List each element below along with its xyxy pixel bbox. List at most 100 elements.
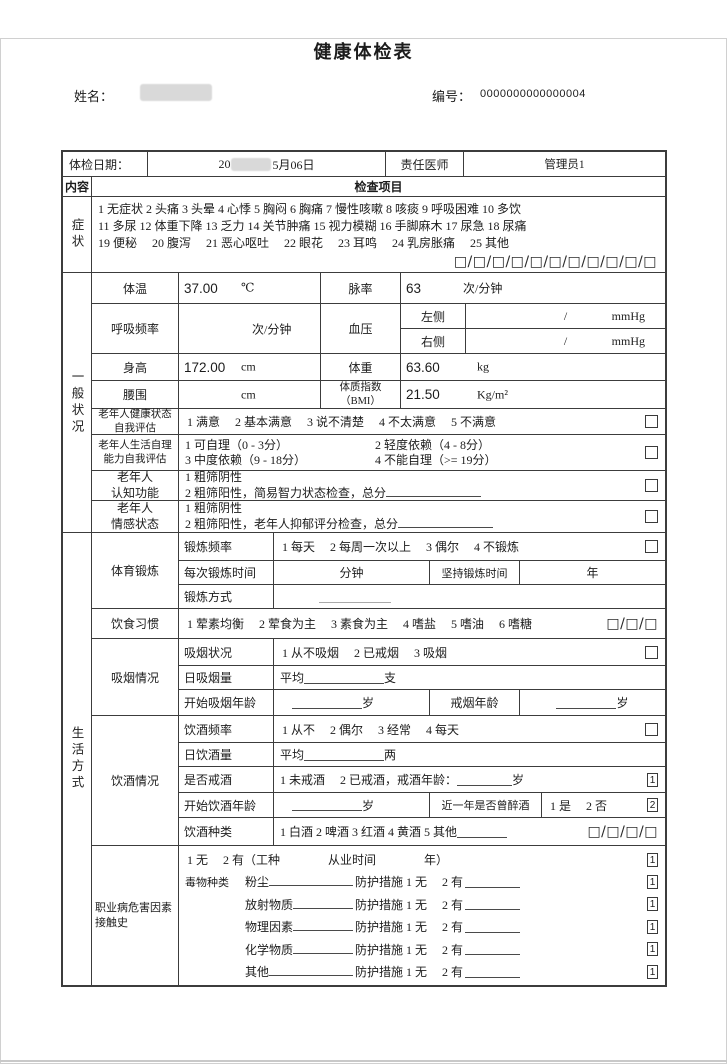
bp-right-row: 右侧 / mmHg (401, 328, 665, 353)
exam-date-value: 20 5月06日 (147, 152, 385, 176)
diet-cell: 1 荤素均衡 2 荤食为主 3 素食为主 4 嗜盐 5 嗜油 6 嗜糖 □/□/… (178, 609, 665, 638)
diet-row: 饮食习惯 1 荤素均衡 2 荤食为主 3 素食为主 4 嗜盐 5 嗜油 6 嗜糖… (92, 608, 665, 638)
lifestyle-section-label: 生活方式 (69, 726, 84, 792)
exercise-group: 体育锻炼 锻炼频率 1 每天 2 每周一次以上 3 偶尔 4 不锻炼 每次锻炼时… (92, 533, 665, 608)
pulse-label: 脉率 (320, 273, 400, 303)
page-bottom-edge (0, 1060, 727, 1062)
bp-right-unit: mmHg (611, 333, 645, 348)
pulse-value: 63 (406, 280, 422, 296)
drinking-type-row: 饮酒种类 1 白酒 2 啤酒 3 红酒 4 黄酒 5 其他 □/□/□/□ (179, 817, 665, 845)
smoking-quit-field (556, 697, 617, 709)
occupational-header-code-box: 1 (647, 852, 658, 867)
symptoms-section-label: 症状 (69, 218, 84, 251)
emotion-line1: 1 粗筛阴性 (185, 501, 243, 515)
protection-options: 防护措施 1 无 2 有 (355, 897, 464, 912)
smoking-start-field (292, 697, 362, 709)
drinking-type-options: 1 白酒 2 啤酒 3 红酒 4 黄酒 5 其他 (280, 825, 458, 839)
smoking-quit-label: 戒烟年龄 (429, 690, 519, 715)
exercise-frequency-row: 锻炼频率 1 每天 2 每周一次以上 3 偶尔 4 不锻炼 (179, 533, 665, 560)
cognition-cell: 1 粗筛阴性 2 粗筛阳性，简易智力状态检查，总分 (178, 470, 665, 500)
drinking-amount-label: 日饮酒量 (184, 748, 233, 762)
bp-left-unit: mmHg (611, 308, 645, 323)
selfcare-option-4: 4 不能自理（>= 19分） (375, 452, 497, 467)
toxin-field (269, 964, 353, 977)
exercise-frequency-checkbox (645, 540, 658, 553)
weight-label: 体重 (320, 354, 400, 380)
exercise-mode-row: 锻炼方式 (179, 584, 665, 608)
bmi-label: 体质指数 （BMI） (320, 381, 400, 408)
exercise-persist-unit: 年 (519, 561, 665, 584)
smoking-group-label: 吸烟情况 (110, 670, 159, 685)
temperature-pulse-row: 体温 37.00 ℃ 脉率 63 次/分钟 (92, 273, 665, 303)
drunk-last-year-label: 近一年是否曾醉酒 (429, 793, 541, 817)
smoking-quit-unit: 岁 (616, 696, 629, 710)
smoking-status-cell: 1 从不吸烟 2 已戒烟 3 吸烟 (273, 639, 665, 665)
respiration-cell: 次/分钟 (178, 304, 320, 353)
protection-field (465, 943, 521, 956)
bp-right-label: 右侧 (420, 334, 445, 349)
exam-date-suffix: 5月06日 (272, 157, 315, 172)
emotion-cell: 1 粗筛阴性 2 粗筛阳性，老年人抑郁评分检查，总分 (178, 501, 665, 532)
drinking-frequency-checkbox (645, 722, 658, 736)
record-number-label: 编号： (432, 89, 472, 104)
toxin-row-other: 其他 防护措施 1 无 2 有 1 (185, 961, 658, 984)
general-condition-section: 一般状况 体温 37.00 ℃ 脉率 63 次/分钟 呼吸频率 次/分钟 (63, 272, 665, 532)
smoking-status-options: 1 从不吸烟 2 已戒烟 3 吸烟 (282, 645, 448, 660)
exam-date-row: 体检日期： 20 5月06日 责任医师 管理员1 (63, 152, 665, 176)
drinking-quit-row: 是否戒酒 1 未戒酒 2 已戒酒，戒酒年龄： 岁 1 (179, 766, 665, 792)
exercise-duration-label: 每次锻炼时间 (184, 566, 257, 580)
occupational-group: 职业病危害因素 接触史 1 无 2 有（工种 从业时间 年） 1 毒物种类 粉尘… (92, 845, 665, 985)
smoking-start-label: 开始吸烟年龄 (184, 696, 257, 710)
occupational-group-label: 职业病危害因素 接触史 (95, 902, 172, 929)
bp-left-slash: / (563, 308, 568, 323)
exam-date-prefix: 20 (218, 156, 231, 171)
cognition-line1: 1 粗筛阴性 (185, 470, 243, 484)
drinking-quit-options: 1 未戒酒 2 已戒酒，戒酒年龄： (280, 773, 458, 787)
height-cell: 172.00 cm (178, 354, 320, 380)
drunk-last-year-options: 1 是 2 否 (550, 798, 608, 813)
blood-pressure-label: 血压 (320, 304, 400, 353)
exercise-mode-label: 锻炼方式 (184, 590, 233, 604)
smoking-amount-field (304, 672, 385, 684)
toxin-row-physical: 物理因素 防护措施 1 无 2 有 1 (185, 916, 658, 939)
toxin-name: 其他 (245, 965, 270, 980)
smoking-status-row: 吸烟状况 1 从不吸烟 2 已戒烟 3 吸烟 (179, 639, 665, 665)
bmi-unit: Kg/m² (477, 387, 508, 401)
drinking-quit-unit: 岁 (512, 773, 525, 787)
occupational-header-line: 1 无 2 有（工种 从业时间 年） 1 (185, 849, 658, 871)
drinking-amount-prefix: 平均 (280, 748, 305, 762)
toxin-code-box: 1 (647, 897, 658, 912)
smoking-status-checkbox (645, 645, 658, 659)
temperature-cell: 37.00 ℃ (178, 273, 320, 303)
symptoms-options-line1: 1 无症状 2 头痛 3 头晕 4 心悸 5 胸闷 6 胸痛 7 慢性咳嗽 8 … (98, 202, 522, 216)
lifestyle-section: 生活方式 体育锻炼 锻炼频率 1 每天 2 每周一次以上 3 偶尔 4 不锻炼 … (63, 532, 665, 985)
drinking-group-label: 饮酒情况 (110, 774, 159, 788)
cognition-checkbox (645, 479, 658, 492)
drinking-group: 饮酒情况 饮酒频率 1 从不 2 偶尔 3 经常 4 每天 日饮酒量 平均 (92, 715, 665, 845)
toxin-name: 放射物质 (245, 897, 294, 912)
responsible-doctor-value: 管理员1 (463, 152, 665, 176)
symptoms-section: 症状 1 无症状 2 头痛 3 头晕 4 心悸 5 胸闷 6 胸痛 7 慢性咳嗽… (63, 196, 665, 272)
toxin-field (293, 919, 353, 932)
toxin-row-chemical: 化学物质 防护措施 1 无 2 有 1 (185, 938, 658, 961)
record-number-value: 0000000000000004 (480, 88, 586, 100)
toxin-row-dust: 毒物种类 粉尘 防护措施 1 无 2 有 1 (185, 871, 658, 894)
emotion-row: 老年人 情感状态 1 粗筛阴性 2 粗筛阳性，老年人抑郁评分检查，总分 (92, 500, 665, 532)
weight-value: 63.60 (406, 359, 440, 375)
elder-health-cell: 1 满意 2 基本满意 3 说不清楚 4 不太满意 5 不满意 (178, 409, 665, 434)
waist-cell: cm (178, 381, 320, 408)
smoking-start-cell: 岁 (273, 690, 429, 715)
check-items-header: 检查项目 (91, 177, 665, 196)
exam-date-label: 体检日期： (69, 157, 130, 172)
height-weight-row: 身高 172.00 cm 体重 63.60 kg (92, 353, 665, 380)
selfcare-option-1: 1 可自理（0 - 3分） (185, 437, 288, 452)
drunk-last-year-cell: 1 是 2 否 2 (541, 793, 665, 817)
drinking-type-label: 饮酒种类 (184, 825, 233, 839)
content-column-header: 内容 (64, 180, 89, 194)
elder-health-checkbox (645, 415, 658, 428)
drinking-type-cell: 1 白酒 2 啤酒 3 红酒 4 黄酒 5 其他 □/□/□/□ (273, 818, 665, 845)
protection-options: 防护措施 1 无 2 有 (355, 965, 464, 980)
exercise-frequency-cell: 1 每天 2 每周一次以上 3 偶尔 4 不锻炼 (273, 533, 665, 560)
bp-left-row: 左侧 / mmHg (401, 304, 665, 328)
emotion-checkbox (645, 510, 658, 523)
